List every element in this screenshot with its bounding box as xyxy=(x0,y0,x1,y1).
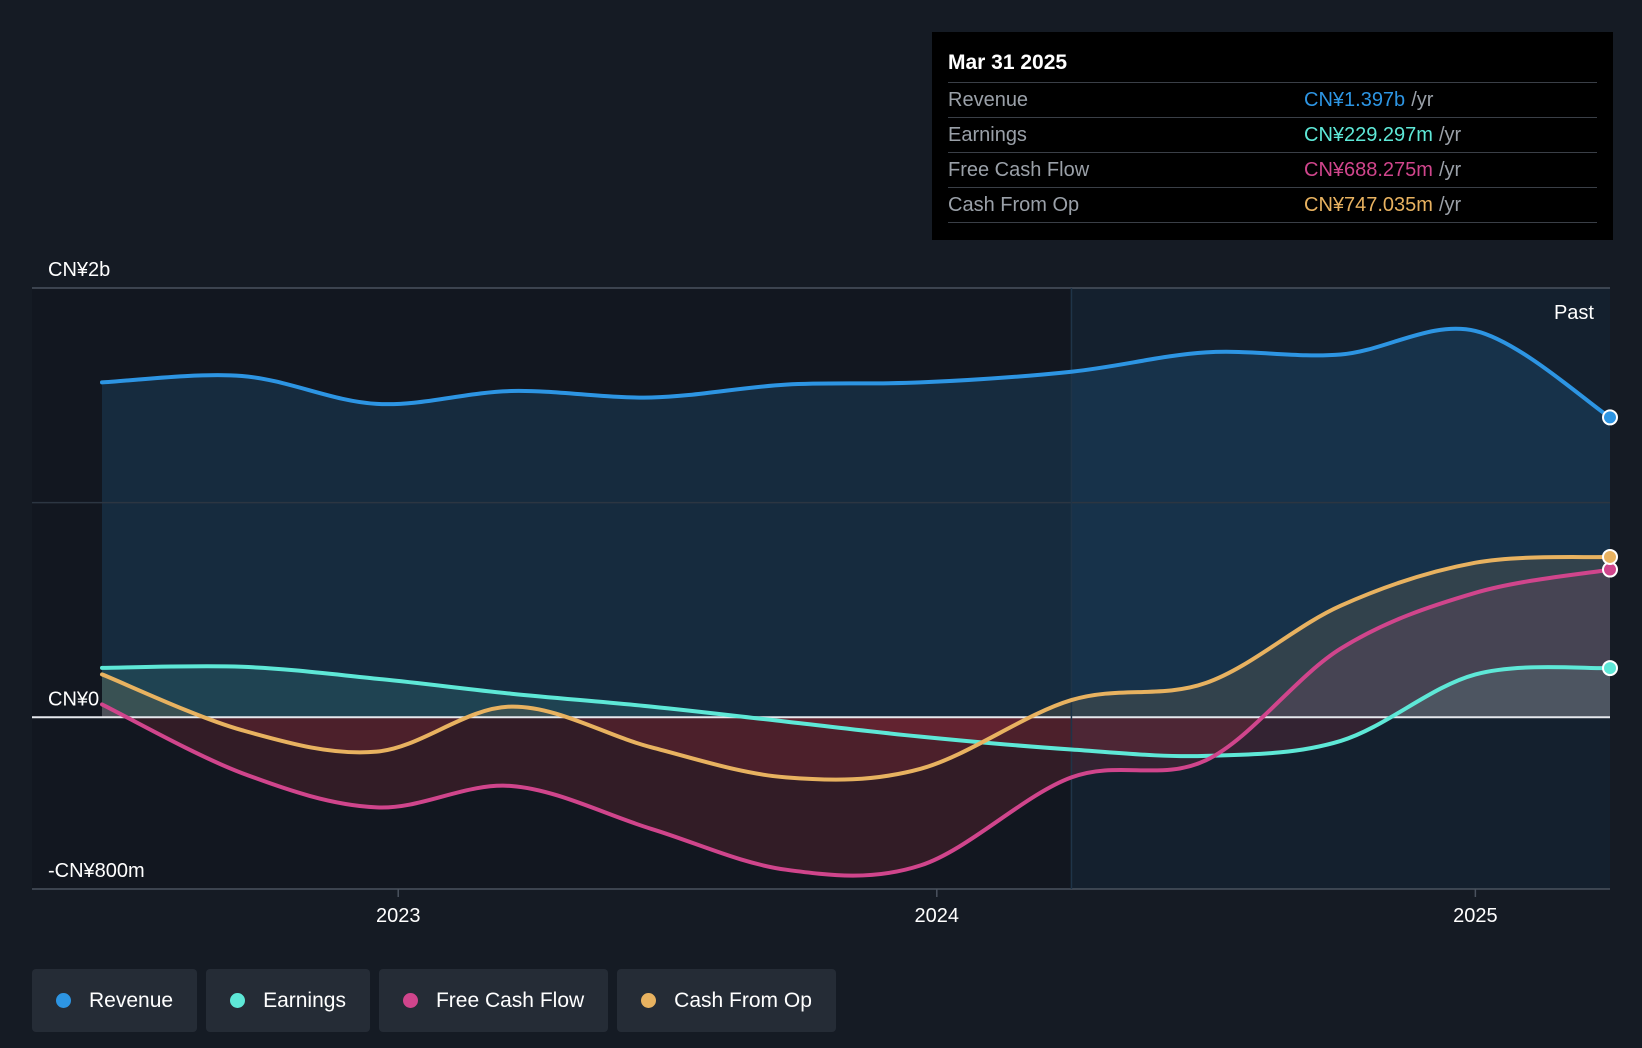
series-lines xyxy=(100,326,1612,878)
series-areas xyxy=(102,328,1610,876)
legend-label: Revenue xyxy=(89,988,174,1012)
tooltip-row-earnings: Earnings CN¥229.297m /yr xyxy=(948,118,1597,153)
tooltip-label: Cash From Op xyxy=(948,194,1080,216)
past-region xyxy=(1071,288,1610,889)
x-axis-labels: 2023 2024 2025 xyxy=(376,889,1498,927)
tooltip-panel: Mar 31 2025 Revenue CN¥1.397b /yr Earnin… xyxy=(932,32,1613,240)
tooltip-row-revenue: Revenue CN¥1.397b /yr xyxy=(948,83,1597,118)
y-tick-label: CN¥2b xyxy=(48,259,110,281)
legend-label: Free Cash Flow xyxy=(435,988,585,1012)
x-tick-label: 2024 xyxy=(915,905,960,927)
cash-from-op-negative-area xyxy=(102,717,1610,780)
free-cash-flow-line xyxy=(100,567,1612,878)
tooltip-unit: /yr xyxy=(1411,89,1434,111)
legend-dot-icon xyxy=(56,993,71,1008)
legend-item-cash-from-op[interactable]: Cash From Op xyxy=(617,969,836,1032)
tooltip-label: Revenue xyxy=(948,89,1029,111)
past-label: Past xyxy=(1554,302,1594,324)
legend-dot-icon xyxy=(230,993,246,1008)
tooltip-label: Earnings xyxy=(948,124,1027,146)
y-tick-label: -CN¥800m xyxy=(48,860,145,882)
legend-label: Cash From Op xyxy=(674,988,812,1012)
gridlines xyxy=(32,287,1610,890)
revenue-line xyxy=(100,326,1612,420)
tooltip-label: Free Cash Flow xyxy=(948,159,1090,181)
revenue-area xyxy=(102,328,1610,718)
earnings-area xyxy=(102,666,1610,718)
x-tick-label: 2025 xyxy=(1453,905,1498,927)
tooltip-row-cash-from-op: Cash From Op CN¥747.035m /yr xyxy=(948,188,1597,223)
free-cash-flow-negative-area xyxy=(102,717,1610,876)
legend: Revenue Earnings Free Cash Flow Cash Fro… xyxy=(32,969,836,1032)
legend-item-earnings[interactable]: Earnings xyxy=(206,969,370,1032)
tooltip-row-free-cash-flow: Free Cash Flow CN¥688.275m /yr xyxy=(948,153,1597,188)
revenue-end-dot xyxy=(1602,409,1618,426)
cash-from-op-end-dot xyxy=(1602,548,1618,565)
tooltip-date: Mar 31 2025 xyxy=(948,46,1597,83)
legend-item-free-cash-flow[interactable]: Free Cash Flow xyxy=(378,969,609,1032)
tooltip-unit: /yr xyxy=(1438,159,1462,181)
cash-from-op-line xyxy=(100,554,1612,782)
tooltip-value: CN¥229.297m xyxy=(1304,124,1433,146)
legend-dot-icon xyxy=(402,993,418,1008)
free-cash-flow-area xyxy=(102,569,1610,718)
earnings-negative-area xyxy=(102,717,1610,757)
x-tick-label: 2023 xyxy=(376,905,421,927)
legend-dot-icon xyxy=(641,993,657,1008)
earnings-end-dot xyxy=(1602,660,1618,677)
tooltip-unit: /yr xyxy=(1438,124,1462,146)
tooltip-value: CN¥688.275m xyxy=(1304,159,1433,181)
legend-label: Earnings xyxy=(263,988,346,1012)
cash-from-op-area xyxy=(102,556,1610,718)
tooltip-unit: /yr xyxy=(1438,194,1462,216)
legend-item-revenue[interactable]: Revenue xyxy=(32,969,198,1032)
tooltip-value: CN¥1.397b xyxy=(1304,89,1406,111)
y-tick-label: CN¥0 xyxy=(48,688,99,710)
y-axis-labels: CN¥2b CN¥0 -CN¥800m xyxy=(48,259,145,882)
tooltip-value: CN¥747.035m xyxy=(1304,194,1433,216)
earnings-line xyxy=(100,664,1612,759)
series-end-dots xyxy=(1602,409,1618,677)
